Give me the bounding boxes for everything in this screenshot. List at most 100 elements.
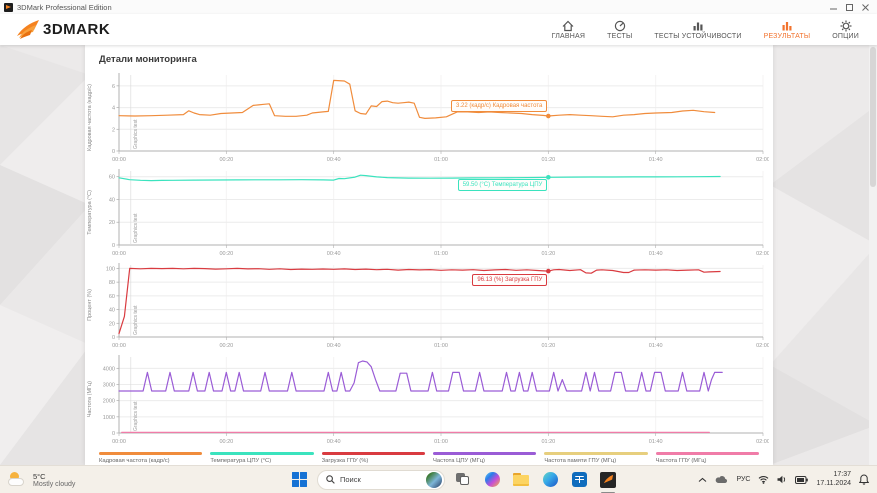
chart-plot-frequency[interactable]: 00:00 00:20 00:40 01:00 01:20 01:40 02:00 0 1000… [93, 351, 770, 447]
svg-text:00:00: 00:00 [112, 251, 126, 257]
chart-marker [546, 113, 551, 119]
maximize-icon[interactable] [841, 1, 857, 13]
battery-icon[interactable] [795, 475, 809, 484]
svg-text:02:00: 02:00 [756, 439, 769, 445]
copilot-button[interactable] [481, 469, 503, 491]
scrollbar-thumb[interactable] [870, 47, 876, 187]
scrollbar[interactable] [869, 45, 877, 465]
svg-text:00:20: 00:20 [219, 439, 233, 445]
3dmark-taskbar-button[interactable] [597, 469, 619, 493]
legend-item[interactable]: Температура ЦПУ (°C) [210, 452, 314, 464]
svg-text:60: 60 [109, 175, 115, 181]
legend-item[interactable]: Загрузка ГПУ (%) [321, 452, 425, 464]
nav-results[interactable]: РЕЗУЛЬТАТЫ [764, 20, 811, 40]
minimize-icon[interactable] [825, 1, 841, 13]
svg-text:01:40: 01:40 [649, 439, 663, 445]
nav-home[interactable]: ГЛАВНАЯ [552, 20, 586, 40]
chart-gpu-load: Процент (%) 00:00 00:20 00:40 01:00 01:20 01:… [87, 259, 770, 351]
nav-tests[interactable]: ТЕСТЫ [607, 20, 632, 40]
search-icon [326, 475, 335, 484]
task-view-button[interactable] [452, 469, 474, 491]
svg-text:0: 0 [112, 243, 115, 249]
logo-text: 3DMARK [43, 21, 111, 38]
legend-label: Температура ЦПУ (°C) [210, 458, 272, 464]
window-titlebar: 3DMark Professional Edition [0, 0, 877, 14]
legend-item[interactable]: Кадровая частота (кадр/с) [99, 452, 203, 464]
svg-text:01:20: 01:20 [541, 251, 555, 257]
svg-text:100: 100 [106, 266, 115, 272]
chart-canvas: 00:00 00:20 00:40 01:00 01:20 01:40 02:00 0 20 40… [106, 263, 770, 349]
page-title: Детали мониторинга [99, 54, 197, 65]
svg-text:01:00: 01:00 [434, 251, 448, 257]
chart-tooltip: 59.50 (°C) Температура ЦПУ [457, 179, 548, 192]
svg-text:0: 0 [112, 431, 115, 437]
cloud-icon[interactable] [715, 475, 728, 484]
legend-item[interactable]: Частота ГПУ (МГц) [655, 452, 759, 464]
speaker-icon[interactable] [777, 475, 787, 484]
weather-widget[interactable]: 5°C Mostly cloudy [0, 471, 75, 488]
folder-icon [513, 473, 529, 486]
chart-canvas: 00:00 00:20 00:40 01:00 01:20 01:40 02:00 0 20 40… [109, 169, 770, 257]
svg-text:00:20: 00:20 [219, 157, 233, 163]
legend-color-bar [99, 452, 203, 455]
chart-temperature: Температура (°C) 00:00 00:20 00:40 01:00 01:… [87, 165, 770, 259]
clock[interactable]: 17:37 17.11.2024 [816, 471, 851, 489]
wifi-icon[interactable] [758, 475, 769, 484]
tray-chevron-up-icon[interactable] [698, 477, 707, 483]
gear-icon [840, 20, 852, 31]
partly-cloudy-icon [8, 471, 28, 488]
chart-canvas: 00:00 00:20 00:40 01:00 01:20 01:40 02:00 0 1000… [103, 355, 770, 445]
svg-text:01:20: 01:20 [541, 343, 555, 349]
svg-text:80: 80 [109, 280, 115, 286]
svg-text:20: 20 [109, 321, 115, 327]
legend-color-bar [544, 452, 648, 455]
windows-taskbar: 5°C Mostly cloudy Поиск [0, 465, 877, 493]
series-line [118, 360, 723, 392]
edge-button[interactable] [539, 469, 561, 491]
svg-text:01:20: 01:20 [541, 157, 555, 163]
chart-legend: Кадровая частота (кадр/с) Температура ЦПУ… [99, 452, 759, 464]
nav-options[interactable]: ОПЦИИ [832, 20, 859, 40]
windows-logo-icon [291, 472, 307, 487]
chart-tooltip: 3.22 (кадр/с) Кадровая частота [450, 100, 548, 113]
svg-text:00:00: 00:00 [112, 157, 126, 163]
svg-text:00:40: 00:40 [327, 439, 341, 445]
svg-text:40: 40 [109, 308, 115, 314]
svg-text:0: 0 [112, 335, 115, 341]
chart-plot-gpu-load[interactable]: 00:00 00:20 00:40 01:00 01:20 01:40 02:00 0 20 40… [93, 259, 770, 351]
svg-text:00:40: 00:40 [327, 343, 341, 349]
svg-text:01:40: 01:40 [649, 157, 663, 163]
start-button[interactable] [288, 469, 310, 491]
home-icon [562, 20, 574, 31]
results-bars-icon [782, 21, 792, 30]
svg-text:0: 0 [112, 149, 115, 155]
chart-marker [546, 268, 551, 274]
graphics-test-annotation: Graphics test [133, 119, 139, 149]
notification-bell-icon[interactable] [859, 474, 869, 485]
chart-plot-frame-rate[interactable]: 00:00 00:20 00:40 01:00 01:20 01:40 02:00 0 2 4 6 G… [93, 69, 770, 165]
svg-text:02:00: 02:00 [756, 343, 769, 349]
nav-stress-tests[interactable]: ТЕСТЫ УСТОЙЧИВОСТИ [654, 20, 741, 40]
legend-color-bar [432, 452, 537, 455]
system-tray: РУС 17:37 17.11.2024 [698, 471, 877, 489]
chart-frequency: Частота (МГц) 00:00 00:20 00:40 01:00 01:20 0… [87, 351, 770, 447]
svg-text:4000: 4000 [103, 366, 115, 372]
tray-date: 17.11.2024 [816, 479, 851, 487]
series-line [118, 267, 721, 335]
file-explorer-button[interactable] [510, 469, 532, 491]
search-placeholder: Поиск [340, 475, 361, 484]
svg-text:01:00: 01:00 [434, 157, 448, 163]
legend-label: Кадровая частота (кадр/с) [99, 458, 170, 464]
chart-plot-temperature[interactable]: 00:00 00:20 00:40 01:00 01:20 01:40 02:00 0 20 40… [93, 165, 770, 259]
language-indicator[interactable]: РУС [736, 476, 751, 483]
search-input[interactable]: Поиск [317, 469, 445, 490]
close-icon[interactable] [857, 1, 873, 13]
legend-item[interactable]: Частота памяти ГПУ (МГц) [544, 452, 648, 464]
legend-label: Частота памяти ГПУ (МГц) [544, 458, 617, 464]
store-button[interactable] [568, 469, 590, 491]
search-highlight-image [426, 471, 442, 488]
svg-text:00:40: 00:40 [327, 251, 341, 257]
legend-item[interactable]: Частота ЦПУ (МГц) [432, 452, 537, 464]
svg-text:02:00: 02:00 [756, 157, 769, 163]
chart-marker [546, 174, 551, 180]
